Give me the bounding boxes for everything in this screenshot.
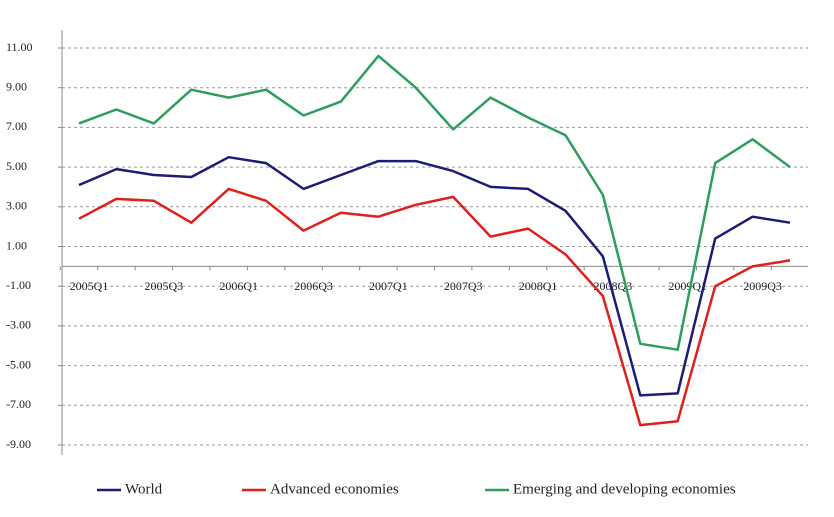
y-tick-label: 11.00: [6, 40, 33, 54]
y-tick-label: 1.00: [6, 238, 27, 252]
x-tick-label: 2009Q1: [668, 279, 707, 293]
y-tick-label: 3.00: [6, 199, 27, 213]
y-tick-label: 5.00: [6, 159, 27, 173]
x-tick-label: 2008Q3: [594, 279, 633, 293]
series-line: [78, 54, 791, 351]
y-tick-label: 9.00: [6, 79, 27, 93]
y-tick-label: -9.00: [6, 437, 31, 451]
x-tick-label: 2005Q3: [145, 279, 184, 293]
y-tick-label: 7.00: [6, 119, 27, 133]
x-tick-label: 2006Q3: [294, 279, 333, 293]
x-tick-label: 2009Q3: [743, 279, 782, 293]
x-tick-label: 2007Q3: [444, 279, 483, 293]
y-tick-label: -7.00: [6, 397, 31, 411]
series-line: [78, 187, 791, 427]
y-tick-label: -5.00: [6, 357, 31, 371]
legend-label: Emerging and developing economies: [513, 481, 736, 497]
series-line: [78, 155, 791, 397]
x-tick-label: 2008Q1: [519, 279, 558, 293]
y-tick-label: -1.00: [6, 278, 31, 292]
x-tick-label: 2005Q1: [70, 279, 109, 293]
x-tick-label: 2007Q1: [369, 279, 408, 293]
legend-label: Advanced economies: [270, 481, 399, 497]
x-tick-label: 2006Q1: [219, 279, 258, 293]
legend-label: World: [125, 481, 163, 497]
y-tick-label: -3.00: [6, 318, 31, 332]
